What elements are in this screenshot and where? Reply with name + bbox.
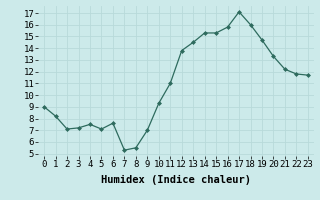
X-axis label: Humidex (Indice chaleur): Humidex (Indice chaleur): [101, 175, 251, 185]
